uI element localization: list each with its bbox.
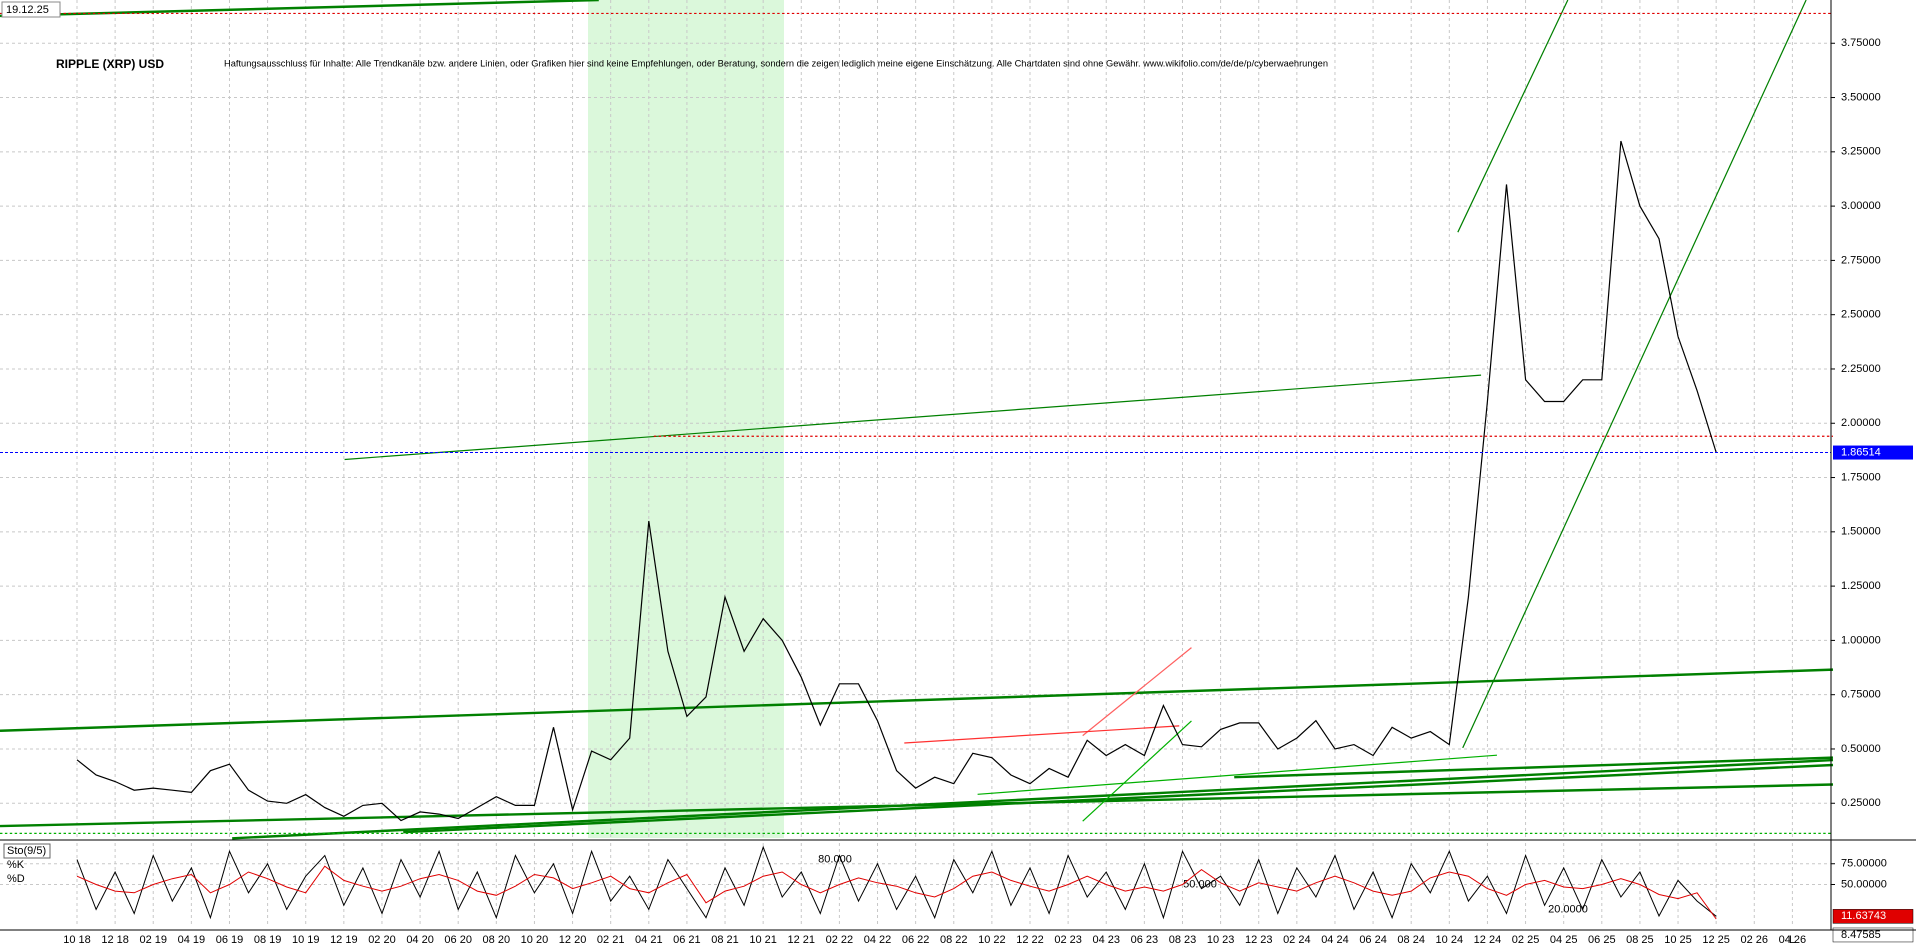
corner-label: L	[1789, 934, 1795, 946]
trend-line	[1082, 720, 1192, 822]
trend-line	[1234, 756, 1834, 779]
y-tick-label: 1.00000	[1841, 634, 1881, 646]
last-value-label: 11.63743	[1841, 910, 1886, 922]
indicator-box	[3, 843, 51, 859]
trend-lines	[0, 0, 1834, 840]
x-tick-label: 12 18	[101, 934, 129, 946]
x-tick-label: 04 22	[864, 934, 892, 946]
x-tick-label: 10 24	[1436, 934, 1464, 946]
x-tick-label: 12 24	[1474, 934, 1502, 946]
last-value-box	[1832, 927, 1914, 943]
x-tick-label: 10 22	[978, 934, 1006, 946]
last-value-box	[1832, 909, 1914, 924]
indicator-line	[76, 845, 1717, 920]
x-tick-label: 06 24	[1359, 934, 1387, 946]
x-tick-label: 02 25	[1512, 934, 1540, 946]
x-tick-label: 02 22	[826, 934, 854, 946]
highlight-zone	[588, 0, 784, 838]
y-tick-label: 0.50000	[1841, 743, 1881, 755]
x-tick-label: 12 22	[1016, 934, 1044, 946]
x-tick-label: 02 23	[1054, 934, 1082, 946]
x-tick-label: 06 23	[1131, 934, 1159, 946]
last-value-label: 8.47585	[1841, 929, 1881, 941]
y-tick-label: 1.25000	[1841, 580, 1881, 592]
y-tick-label: 75.00000	[1841, 858, 1887, 870]
x-tick-label: 10 19	[292, 934, 320, 946]
x-tick-label: 06 20	[444, 934, 472, 946]
x-tick-label: 06 25	[1588, 934, 1616, 946]
x-tick-label: 02 19	[139, 934, 167, 946]
level-label: 50.000	[1183, 878, 1217, 890]
trend-line	[403, 763, 1834, 834]
level-label: 20.0000	[1548, 903, 1588, 915]
x-tick-label: 04 21	[635, 934, 663, 946]
x-tick-label: 08 21	[711, 934, 739, 946]
trend-line	[232, 758, 1834, 840]
x-tick-label: 12 19	[330, 934, 358, 946]
trend-line	[1082, 647, 1192, 737]
x-tick-label: 08 23	[1169, 934, 1197, 946]
x-tick-label: 02 26	[1741, 934, 1769, 946]
x-tick-label: 08 22	[940, 934, 968, 946]
date-label: 19.12.25	[6, 4, 49, 16]
legend-entry: %D	[7, 873, 25, 885]
chart-title: RIPPLE (XRP) USD	[56, 57, 164, 71]
x-tick-label: 12 20	[559, 934, 587, 946]
x-tick-label: 04 25	[1550, 934, 1578, 946]
x-tick-label: 04 26	[1779, 934, 1807, 946]
x-tick-label: 08 20	[483, 934, 511, 946]
trend-line	[1457, 0, 1569, 233]
legend-entry: %K	[7, 859, 25, 871]
y-tick-label: 0.75000	[1841, 689, 1881, 701]
y-tick-label: 3.25000	[1841, 146, 1881, 158]
x-tick-label: 10 25	[1664, 934, 1692, 946]
level-label: 80.000	[818, 854, 852, 866]
x-tick-label: 12 21	[788, 934, 816, 946]
x-tick-label: 06 19	[216, 934, 244, 946]
trend-line	[977, 754, 1497, 795]
x-tick-label: 10 20	[521, 934, 549, 946]
indicator-title: Sto(9/5)	[7, 845, 46, 857]
price-line	[76, 140, 1717, 822]
x-tick-label: 08 25	[1626, 934, 1654, 946]
x-tick-label: 04 20	[406, 934, 434, 946]
y-tick-label: 50.00000	[1841, 878, 1887, 890]
x-tick-label: 12 25	[1702, 934, 1730, 946]
y-tick-label: 2.50000	[1841, 309, 1881, 321]
y-tick-label: 1.50000	[1841, 526, 1881, 538]
x-tick-label: 02 20	[368, 934, 396, 946]
x-tick-label: 04 24	[1321, 934, 1349, 946]
y-tick-label: 0.25000	[1841, 797, 1881, 809]
x-tick-label: 12 23	[1245, 934, 1273, 946]
y-tick-label: 3.75000	[1841, 37, 1881, 49]
trend-line	[344, 374, 1482, 461]
x-tick-label: 02 21	[597, 934, 625, 946]
y-tick-label: 2.00000	[1841, 417, 1881, 429]
trend-line	[904, 725, 1180, 744]
x-tick-label: 08 19	[254, 934, 282, 946]
trend-line	[0, 668, 1834, 732]
y-tick-label: 2.25000	[1841, 363, 1881, 375]
y-tick-label: 1.75000	[1841, 471, 1881, 483]
disclaimer: Haftungsausschluss für Inhalte: Alle Tre…	[224, 58, 1328, 68]
x-tick-label: 10 21	[749, 934, 777, 946]
x-tick-label: 04 19	[178, 934, 206, 946]
y-tick-label: 2.75000	[1841, 254, 1881, 266]
x-tick-label: 10 18	[63, 934, 91, 946]
indicator-line	[76, 865, 1717, 920]
y-tick-label: 3.50000	[1841, 91, 1881, 103]
x-tick-label: 06 22	[902, 934, 930, 946]
x-tick-label: 10 23	[1207, 934, 1235, 946]
x-tick-label: 06 21	[673, 934, 701, 946]
last-price-label: 1.86514	[1841, 446, 1881, 458]
x-tick-label: 02 24	[1283, 934, 1311, 946]
drawings	[588, 0, 784, 838]
last-price-box	[1833, 445, 1913, 460]
x-tick-label: 08 24	[1397, 934, 1425, 946]
x-tick-label: 04 23	[1092, 934, 1120, 946]
date-box	[1, 1, 61, 18]
trend-line	[1462, 0, 1807, 749]
y-tick-label: 3.00000	[1841, 200, 1881, 212]
